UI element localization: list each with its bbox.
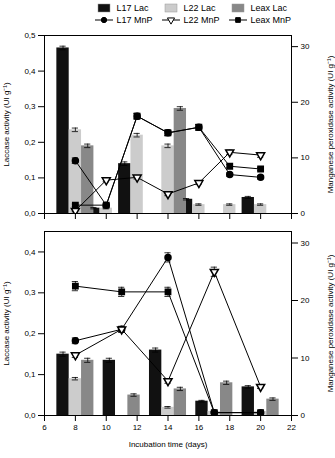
svg-text:0,0: 0,0 — [24, 209, 36, 218]
html-text:L17 Lac: L17 Lac — [116, 3, 149, 13]
svg-text:0: 0 — [301, 411, 306, 420]
svg-text:10: 10 — [102, 423, 111, 432]
html-text:Leax MnP: Leax MnP — [250, 15, 291, 25]
svg-text:14: 14 — [164, 423, 173, 432]
svg-text:0,0: 0,0 — [24, 411, 36, 420]
svg-text:Manganese peroxidase activity: Manganese peroxidase activity (UI g⁻¹) — [326, 55, 335, 193]
svg-text:0: 0 — [301, 209, 306, 218]
svg-text:12: 12 — [133, 423, 142, 432]
svg-text:18: 18 — [225, 423, 234, 432]
svg-text:Laccase activity (UI g⁻¹): Laccase activity (UI g⁻¹) — [2, 281, 11, 366]
svg-text:0,3: 0,3 — [24, 288, 36, 297]
svg-text:22: 22 — [287, 423, 296, 432]
svg-text:10: 10 — [301, 354, 310, 363]
svg-text:0,2: 0,2 — [24, 138, 36, 147]
svg-text:Incubation time (days): Incubation time (days) — [129, 440, 208, 449]
html-text:Leax Lac: Leax Lac — [250, 3, 287, 13]
svg-text:10: 10 — [301, 153, 310, 162]
svg-text:Laccase activity (UI g⁻¹): Laccase activity (UI g⁻¹) — [2, 82, 11, 167]
html-text:L22 MnP: L22 MnP — [183, 15, 220, 25]
svg-text:8: 8 — [73, 423, 78, 432]
svg-text:0,4: 0,4 — [24, 67, 36, 76]
svg-text:Manganese peroxidase activity: Manganese peroxidase activity (UI g⁻¹) — [326, 254, 335, 392]
svg-text:0,1: 0,1 — [24, 370, 36, 379]
svg-text:0,3: 0,3 — [24, 102, 36, 111]
svg-text:0,4: 0,4 — [24, 248, 36, 257]
svg-text:0,1: 0,1 — [24, 173, 36, 182]
svg-text:20: 20 — [301, 296, 310, 305]
svg-text:30: 30 — [301, 42, 310, 51]
svg-text:6: 6 — [42, 423, 47, 432]
svg-text:30: 30 — [301, 239, 310, 248]
svg-text:0,2: 0,2 — [24, 329, 36, 338]
svg-text:0,5: 0,5 — [24, 31, 36, 40]
svg-text:16: 16 — [194, 423, 203, 432]
html-text:L17 MnP: L17 MnP — [116, 15, 153, 25]
html-text:L22 Lac: L22 Lac — [183, 3, 216, 13]
svg-text:20: 20 — [301, 98, 310, 107]
svg-text:20: 20 — [256, 423, 265, 432]
